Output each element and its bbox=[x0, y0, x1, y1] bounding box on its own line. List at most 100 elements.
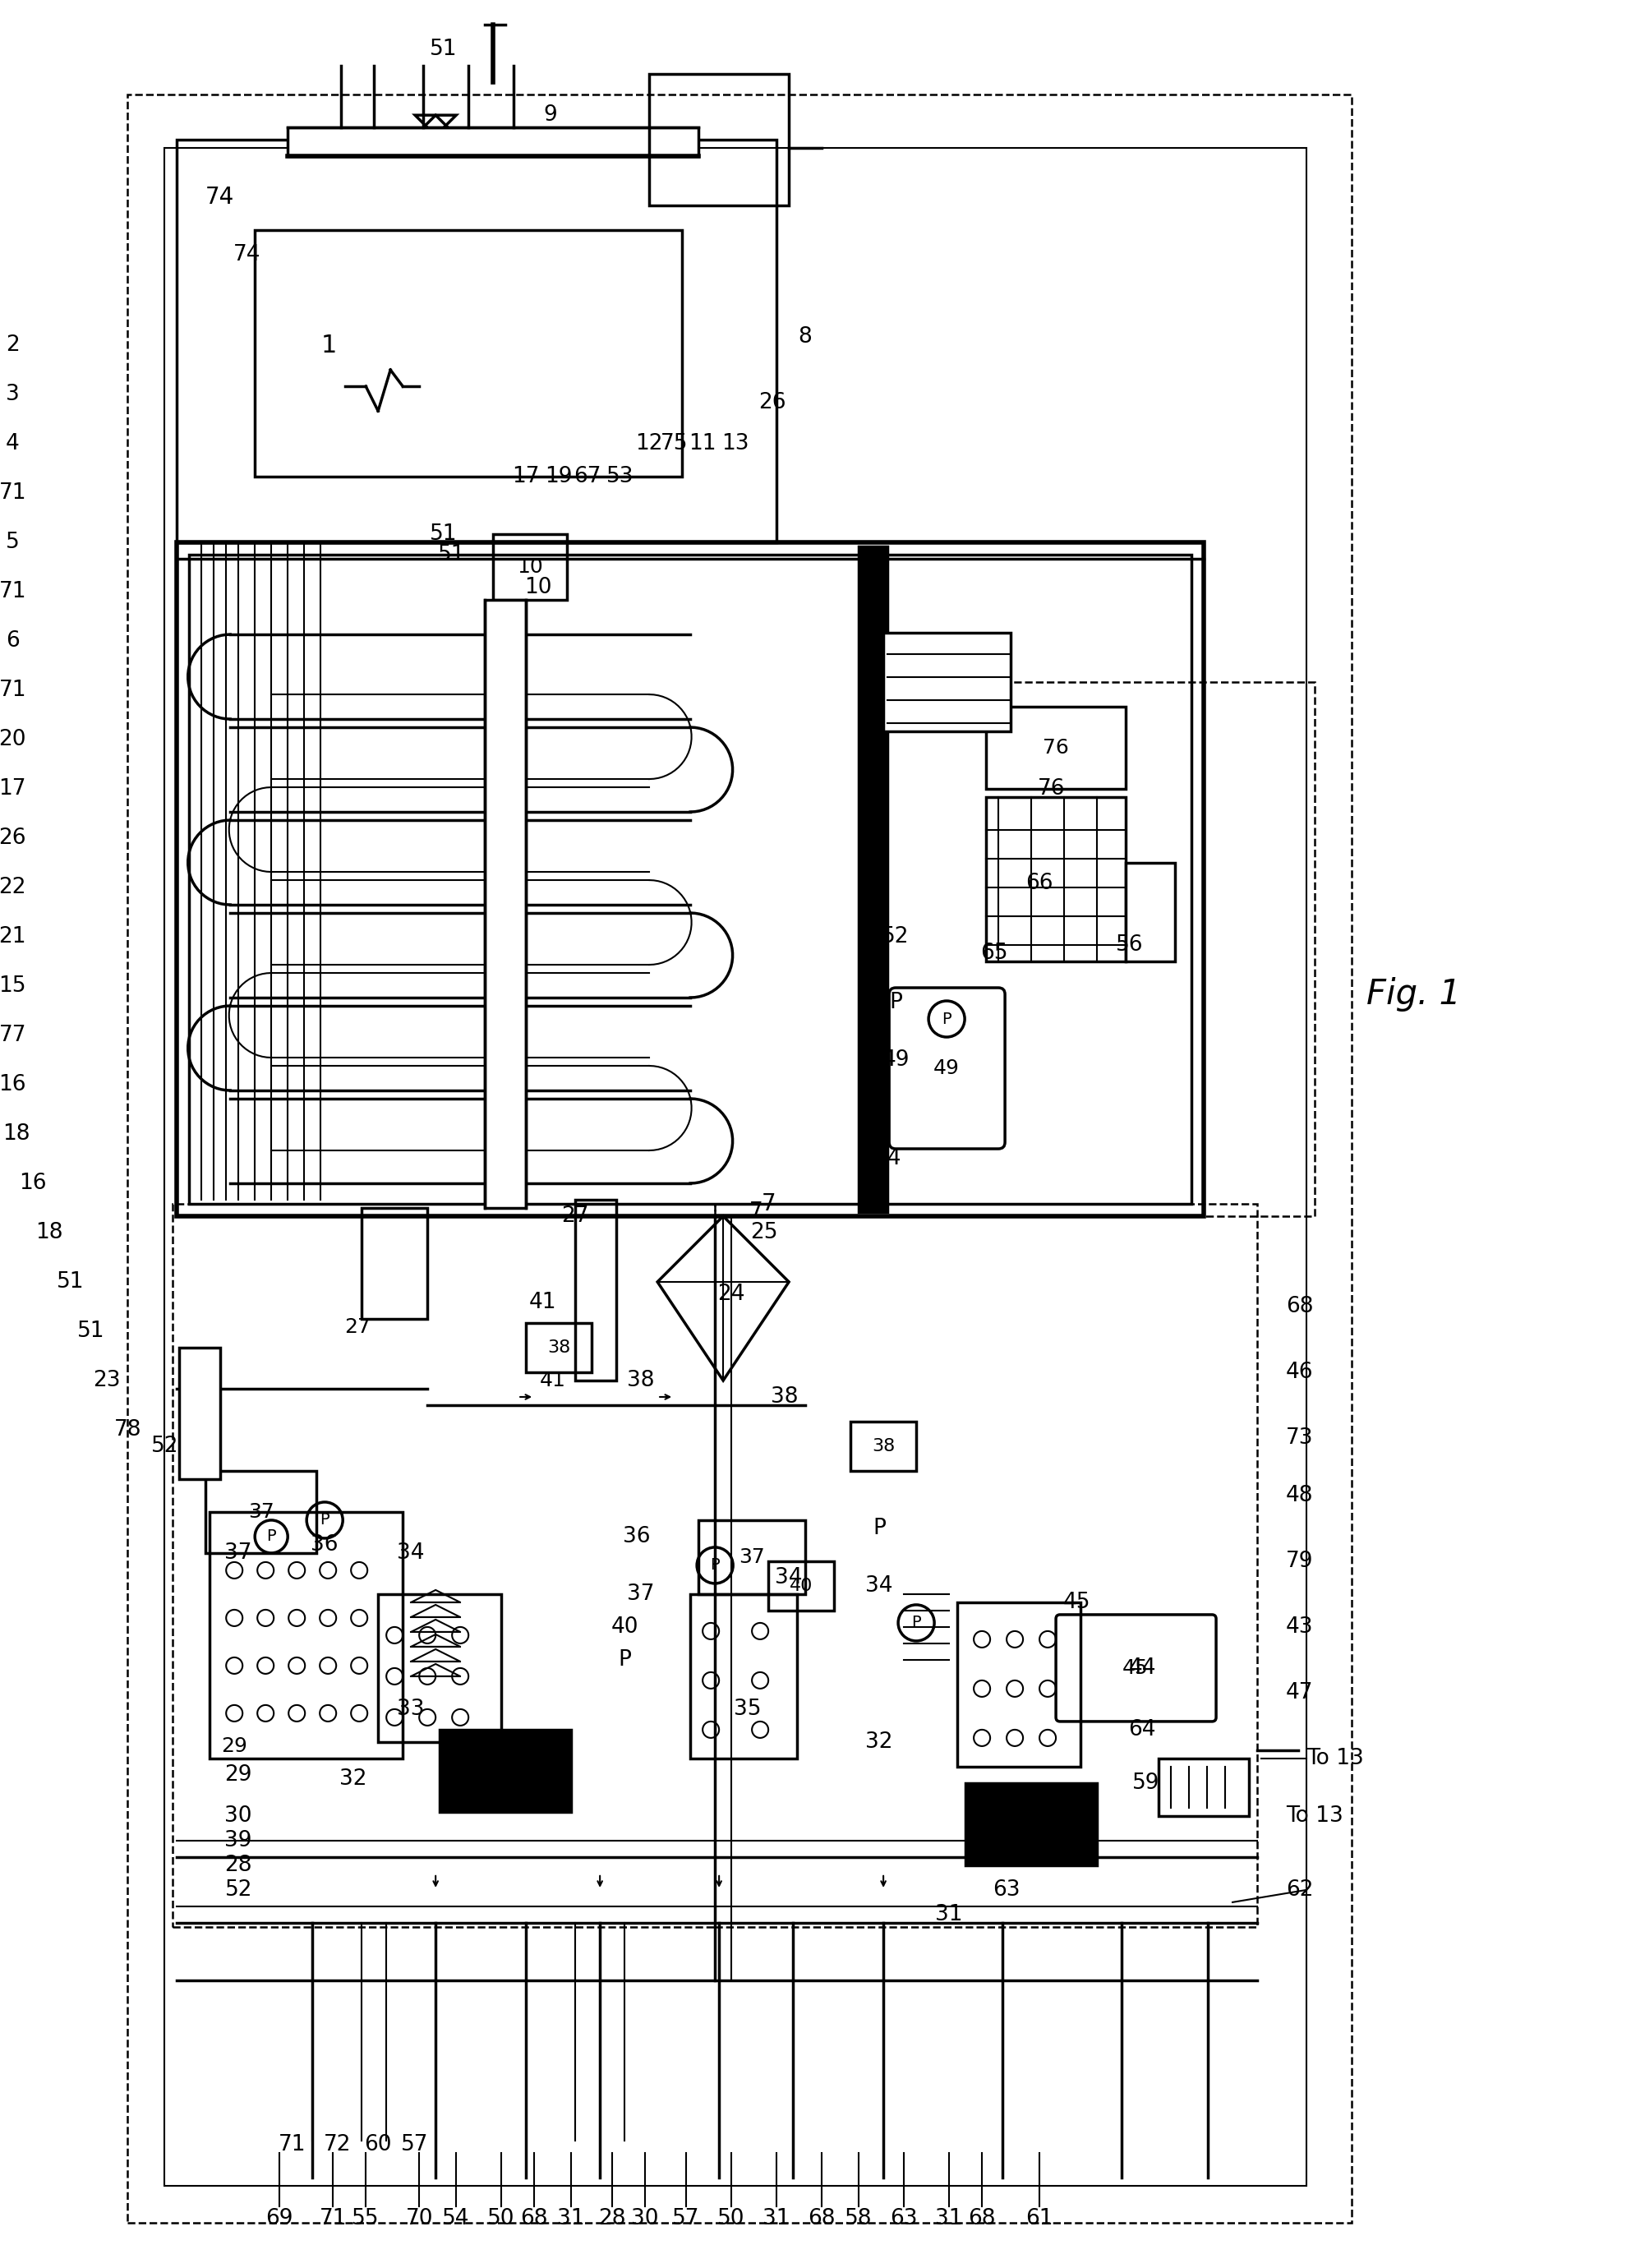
Bar bbox=[987, 796, 1125, 962]
Text: 52: 52 bbox=[882, 925, 910, 948]
Bar bbox=[690, 1594, 798, 1758]
Bar bbox=[884, 633, 1011, 730]
Text: 13: 13 bbox=[723, 433, 749, 454]
Text: 21: 21 bbox=[0, 925, 26, 948]
Text: 34: 34 bbox=[398, 1542, 424, 1563]
Text: 71: 71 bbox=[0, 581, 26, 603]
Text: 5: 5 bbox=[5, 531, 20, 553]
Text: P: P bbox=[320, 1513, 329, 1529]
Bar bbox=[179, 1347, 220, 1479]
Bar bbox=[1158, 1758, 1249, 1817]
Text: 56: 56 bbox=[1116, 934, 1143, 955]
Bar bbox=[714, 1204, 1258, 1928]
Text: 75: 75 bbox=[661, 433, 688, 454]
Text: 18: 18 bbox=[3, 1123, 31, 1145]
Bar bbox=[254, 229, 682, 476]
Text: 45: 45 bbox=[1122, 1658, 1148, 1678]
Text: 50: 50 bbox=[718, 2207, 745, 2229]
Text: To 13: To 13 bbox=[1306, 1749, 1364, 1769]
Text: 29: 29 bbox=[222, 1737, 248, 1755]
Text: 30: 30 bbox=[225, 1805, 253, 1826]
Bar bbox=[850, 1422, 917, 1472]
Text: 45: 45 bbox=[1063, 1592, 1090, 1613]
Text: 23: 23 bbox=[93, 1370, 121, 1390]
Text: 32: 32 bbox=[866, 1730, 894, 1753]
Text: 51: 51 bbox=[431, 524, 458, 544]
Bar bbox=[879, 683, 1315, 1216]
Text: 71: 71 bbox=[279, 2134, 305, 2155]
Text: 71: 71 bbox=[0, 680, 26, 701]
Bar bbox=[525, 1322, 592, 1372]
Text: 37: 37 bbox=[628, 1583, 654, 1606]
Text: 40: 40 bbox=[612, 1617, 638, 1637]
Text: 18: 18 bbox=[36, 1222, 64, 1243]
Text: 37: 37 bbox=[739, 1547, 765, 1567]
Text: 51: 51 bbox=[77, 1320, 104, 1343]
Bar bbox=[957, 1601, 1081, 1767]
Text: 41: 41 bbox=[528, 1293, 556, 1313]
Text: 65: 65 bbox=[980, 943, 1008, 964]
Text: 37: 37 bbox=[248, 1501, 274, 1522]
Text: 17: 17 bbox=[512, 465, 540, 488]
Text: P: P bbox=[266, 1529, 276, 1545]
FancyBboxPatch shape bbox=[889, 989, 1005, 1150]
Text: 55: 55 bbox=[352, 2207, 380, 2229]
Text: 19: 19 bbox=[545, 465, 572, 488]
Text: 50: 50 bbox=[488, 2207, 515, 2229]
Text: 68: 68 bbox=[520, 2207, 548, 2229]
Text: 34: 34 bbox=[775, 1567, 802, 1588]
Bar bbox=[165, 147, 1306, 2186]
Text: 59: 59 bbox=[1132, 1771, 1160, 1794]
Text: 3: 3 bbox=[5, 383, 20, 406]
Bar bbox=[189, 556, 1192, 1204]
Text: 73: 73 bbox=[1285, 1427, 1313, 1449]
Bar bbox=[440, 1730, 571, 1812]
Text: 71: 71 bbox=[0, 483, 26, 503]
Text: 53: 53 bbox=[607, 465, 634, 488]
Text: 46: 46 bbox=[1285, 1361, 1313, 1383]
Text: 10: 10 bbox=[517, 558, 543, 576]
Text: 7: 7 bbox=[749, 1202, 763, 1222]
Bar bbox=[176, 141, 776, 542]
Text: 25: 25 bbox=[750, 1222, 778, 1243]
Text: 9: 9 bbox=[543, 104, 558, 125]
Text: Fig. 1: Fig. 1 bbox=[1367, 978, 1460, 1012]
Text: 11: 11 bbox=[688, 433, 716, 454]
Text: 54: 54 bbox=[442, 2207, 470, 2229]
Bar bbox=[206, 1472, 316, 1554]
Bar bbox=[698, 1520, 806, 1594]
Text: 38: 38 bbox=[548, 1340, 571, 1356]
Text: 31: 31 bbox=[935, 2207, 962, 2229]
Text: 52: 52 bbox=[225, 1880, 253, 1901]
Text: 68: 68 bbox=[1285, 1295, 1313, 1318]
Bar bbox=[173, 1204, 714, 1928]
Text: 38: 38 bbox=[873, 1438, 895, 1454]
Text: 47: 47 bbox=[1285, 1683, 1313, 1703]
Text: 2: 2 bbox=[5, 336, 20, 356]
Text: 64: 64 bbox=[1129, 1719, 1156, 1740]
Text: 70: 70 bbox=[406, 2207, 432, 2229]
Text: 16: 16 bbox=[20, 1173, 47, 1193]
Bar bbox=[362, 1209, 427, 1320]
Text: 29: 29 bbox=[225, 1765, 253, 1785]
Text: P: P bbox=[873, 1517, 886, 1540]
Text: 74: 74 bbox=[233, 245, 261, 265]
Text: 34: 34 bbox=[866, 1576, 894, 1597]
Text: 32: 32 bbox=[339, 1769, 367, 1789]
Text: 10: 10 bbox=[525, 576, 551, 599]
Text: To 13: To 13 bbox=[1285, 1805, 1344, 1826]
Text: 51: 51 bbox=[439, 544, 466, 565]
Text: 66: 66 bbox=[1026, 873, 1054, 894]
Text: 57: 57 bbox=[401, 2134, 429, 2155]
Text: 38: 38 bbox=[771, 1386, 799, 1408]
Text: 31: 31 bbox=[763, 2207, 791, 2229]
Text: 44: 44 bbox=[1129, 1658, 1156, 1678]
Text: 68: 68 bbox=[969, 2207, 997, 2229]
Text: P: P bbox=[912, 1615, 922, 1631]
Bar bbox=[1125, 862, 1174, 962]
Text: 20: 20 bbox=[0, 728, 26, 751]
Text: 63: 63 bbox=[993, 1880, 1021, 1901]
Text: 40: 40 bbox=[789, 1579, 812, 1594]
Text: 22: 22 bbox=[0, 878, 26, 898]
Text: 27: 27 bbox=[344, 1318, 370, 1336]
